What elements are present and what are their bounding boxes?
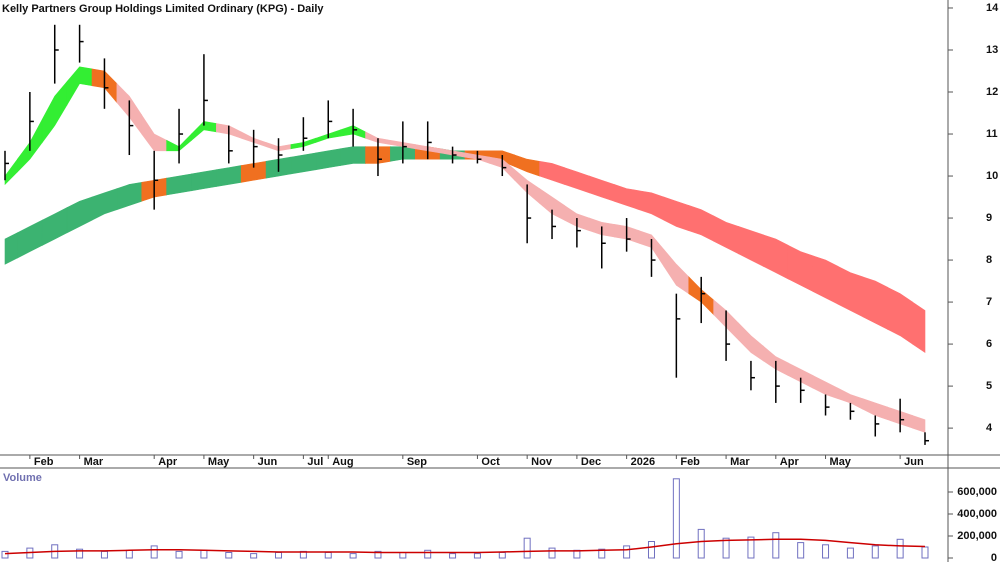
volume-bar: [374, 550, 382, 559]
y-tick-label: 400,000: [957, 508, 997, 520]
volume-bar: [672, 478, 680, 559]
x-tick-label: Feb: [680, 456, 700, 468]
y-tick-label: 0: [991, 552, 997, 562]
y-tick-label: 8: [986, 254, 992, 266]
x-tick-label: 2026: [631, 456, 655, 468]
volume-bar: [921, 546, 929, 559]
chart-title: Kelly Partners Group Holdings Limited Or…: [2, 3, 324, 15]
x-tick-label: May: [208, 456, 230, 468]
volume-bar: [871, 545, 879, 559]
x-tick-label: Jun: [904, 456, 924, 468]
volume-bar: [797, 542, 805, 559]
volume-bar: [523, 537, 531, 559]
x-tick-label: Mar: [730, 456, 750, 468]
volume-bar: [822, 544, 830, 559]
x-tick-label: Apr: [780, 456, 800, 468]
volume-bar: [548, 547, 556, 559]
x-tick-label: Dec: [581, 456, 601, 468]
volume-bar: [1, 550, 9, 559]
x-tick-label: Sep: [407, 456, 427, 468]
x-tick-label: Apr: [158, 456, 178, 468]
x-tick-label: Oct: [481, 456, 500, 468]
y-tick-label: 13: [986, 44, 998, 56]
y-tick-label: 600,000: [957, 486, 997, 498]
volume-average: [4, 538, 926, 555]
y-tick-label: 6: [986, 338, 992, 350]
volume-bar: [250, 553, 258, 559]
volume-bar: [424, 549, 432, 559]
volume-bar: [598, 548, 606, 559]
volume-bar: [449, 553, 457, 559]
band-segment: [340, 146, 366, 166]
volume-title: Volume: [3, 472, 42, 484]
x-tick-label: Jul: [307, 456, 323, 468]
volume-bar: [175, 550, 183, 559]
x-tick-label: Nov: [531, 456, 553, 468]
x-tick-label: Jun: [258, 456, 278, 468]
volume-bar: [647, 541, 655, 559]
volume-bar: [225, 552, 233, 559]
volume-bar: [623, 545, 631, 559]
y-tick-label: 11: [986, 128, 998, 140]
x-tick-label: Feb: [34, 456, 54, 468]
y-tick-label: 14: [986, 2, 999, 14]
y-tick-label: 4: [986, 422, 993, 434]
y-tick-label: 12: [986, 86, 998, 98]
volume-bar: [722, 537, 730, 559]
volume-bar: [747, 536, 755, 559]
volume-bar: [846, 547, 854, 559]
y-tick-label: 5: [986, 380, 992, 392]
y-tick-label: 200,000: [957, 530, 997, 542]
volume-bar: [76, 548, 84, 559]
volume-bar: [772, 532, 780, 559]
y-tick-label: 10: [986, 170, 998, 182]
x-tick-label: Aug: [332, 456, 353, 468]
band-segment: [912, 301, 926, 354]
volume-bar: [473, 553, 481, 559]
y-tick-label: 9: [986, 212, 992, 224]
volume-bar: [697, 528, 705, 559]
volume-bar: [150, 545, 158, 559]
y-tick-label: 7: [986, 296, 992, 308]
x-tick-label: May: [830, 456, 852, 468]
x-tick-label: Mar: [84, 456, 104, 468]
volume-bar: [896, 538, 904, 559]
volume-bar: [349, 553, 357, 559]
